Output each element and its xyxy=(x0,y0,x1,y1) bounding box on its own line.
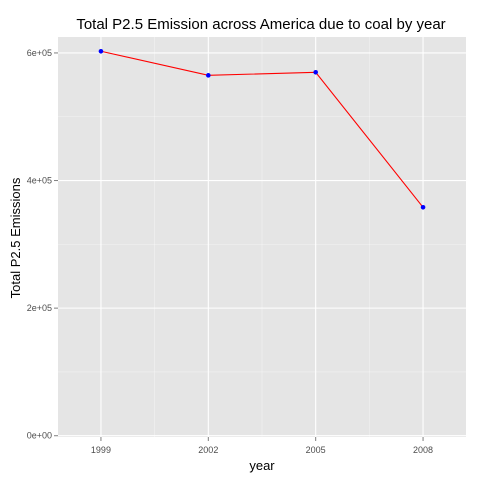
series-line xyxy=(100,50,424,208)
x-axis-label: year xyxy=(249,458,275,473)
axes: 0e+00 2e+05 4e+05 6e+05 1999 2002 2005 2008 xyxy=(27,48,433,455)
data-point xyxy=(313,70,318,75)
y-tick-label: 2e+05 xyxy=(27,303,52,313)
series-line-layer xyxy=(100,50,424,208)
data-point xyxy=(98,48,104,54)
data-point xyxy=(206,73,211,78)
data-point xyxy=(420,204,426,210)
grid-lines xyxy=(58,37,466,437)
data-points xyxy=(98,48,426,210)
x-tick-label: 1999 xyxy=(91,445,111,455)
chart-title: Total P2.5 Emission across America due t… xyxy=(76,16,445,33)
y-tick-label: 4e+05 xyxy=(27,176,52,186)
x-tick-label: 2008 xyxy=(413,445,433,455)
y-tick-label: 0e+00 xyxy=(27,431,52,441)
y-axis-label: Total P2.5 Emissions xyxy=(8,177,23,298)
x-tick-label: 2005 xyxy=(306,445,326,455)
x-tick-label: 2002 xyxy=(198,445,218,455)
y-tick-label: 6e+05 xyxy=(27,48,52,58)
